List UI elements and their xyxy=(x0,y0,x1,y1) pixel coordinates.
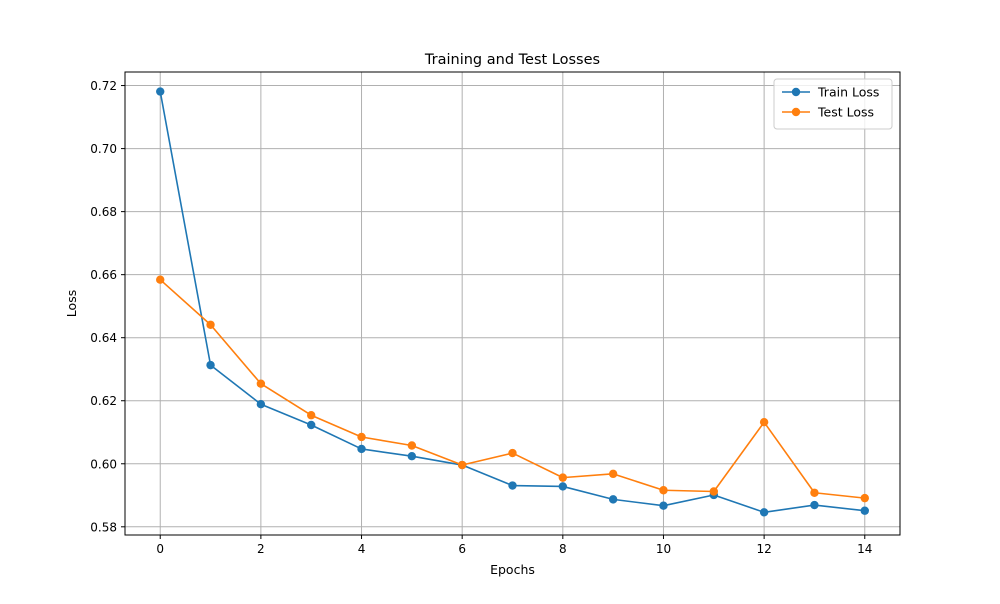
x-tick-label: 14 xyxy=(857,542,872,556)
test-loss-point xyxy=(256,379,266,388)
train-loss-point xyxy=(256,400,266,409)
test-loss-point xyxy=(307,411,316,420)
train-loss-point xyxy=(558,482,568,491)
train-loss-point xyxy=(608,495,618,504)
test-loss-point xyxy=(206,320,215,329)
legend-test-loss-marker xyxy=(791,107,801,117)
legend-train-loss-label: Train Loss xyxy=(817,85,879,100)
test-loss-point xyxy=(508,448,517,458)
legend: Train Loss Test Loss xyxy=(773,78,893,130)
test-loss-point xyxy=(558,473,568,482)
train-loss-point xyxy=(810,500,819,510)
test-loss-point xyxy=(407,441,417,450)
grid xyxy=(125,72,900,535)
plot-area-frame xyxy=(124,71,901,536)
train-loss-point xyxy=(156,87,165,96)
x-tick-label: 12 xyxy=(756,542,771,556)
test-loss-point xyxy=(860,493,869,503)
train-loss-point xyxy=(206,360,215,370)
y-tick-label: 0.68 xyxy=(90,205,117,219)
x-tick-label: 4 xyxy=(358,542,366,556)
x-tick-label: 10 xyxy=(656,542,671,556)
x-axis-label: Epochs xyxy=(490,562,535,577)
y-tick-label: 0.58 xyxy=(90,520,117,534)
test-loss-point xyxy=(659,486,668,495)
train-loss-point xyxy=(508,481,517,490)
test-loss-series xyxy=(156,275,869,503)
train-loss-point xyxy=(759,508,769,517)
chart-title: Training and Test Losses xyxy=(424,52,600,68)
x-tick-label: 2 xyxy=(257,542,265,556)
series-group xyxy=(156,87,869,517)
train-loss-point xyxy=(407,452,417,461)
y-tick-label: 0.70 xyxy=(90,142,117,156)
y-tick-label: 0.62 xyxy=(90,394,117,408)
test-loss-point xyxy=(759,417,769,427)
x-tick-label: 8 xyxy=(559,542,567,556)
legend-train-loss-marker xyxy=(791,87,801,97)
test-loss-point xyxy=(457,460,467,470)
legend-test-loss-label: Test Loss xyxy=(817,105,874,120)
x-tick-label: 6 xyxy=(458,542,466,556)
y-tick-label: 0.66 xyxy=(90,268,117,282)
x-tick-label: 0 xyxy=(156,542,164,556)
train-loss-point xyxy=(860,506,869,515)
y-tick-label: 0.60 xyxy=(90,457,117,471)
test-loss-point xyxy=(810,488,819,497)
test-loss-point xyxy=(156,275,165,284)
test-loss-point xyxy=(608,469,618,479)
train-loss-point xyxy=(357,444,366,454)
y-tick-label: 0.64 xyxy=(90,331,117,345)
test-loss-point xyxy=(357,432,366,442)
train-loss-point xyxy=(307,420,316,430)
y-tick-label: 0.72 xyxy=(90,79,117,93)
y-axis-label: Loss xyxy=(64,290,79,317)
train-loss-point xyxy=(659,501,668,510)
axes: 0 2 4 6 8 10 12 14 0.58 0.60 0.62 0.64 0.66 0.68 0.70 0… xyxy=(90,79,872,556)
test-loss-point xyxy=(709,487,718,496)
